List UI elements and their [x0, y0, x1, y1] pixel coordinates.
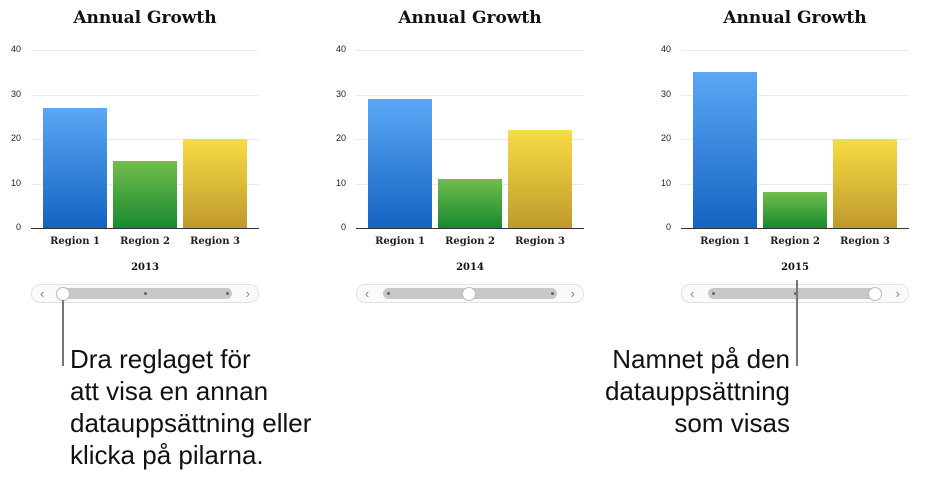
dataset-slider[interactable]: ‹ › [681, 284, 909, 303]
x-tick-label: Region 2 [770, 236, 820, 247]
chevron-left-icon[interactable]: ‹ [365, 286, 370, 301]
x-tick-label: Region 1 [700, 236, 750, 247]
slider-stop-dot [387, 292, 390, 295]
bar-region-3 [833, 139, 897, 228]
gridline [681, 183, 909, 185]
x-axis [356, 228, 584, 229]
slider-stop-dot [144, 292, 147, 295]
dataset-slider[interactable]: ‹ › [31, 284, 259, 303]
gridline [681, 139, 909, 140]
gridline [31, 139, 259, 140]
slider-stop-dot [794, 292, 797, 295]
bar-region-2 [763, 192, 827, 228]
plot-area: 0 10 20 30 40 [661, 44, 909, 232]
gridline [31, 50, 259, 51]
bar-region-2 [438, 179, 502, 228]
gridline [356, 94, 584, 96]
bar-region-3 [508, 130, 572, 228]
chevron-left-icon[interactable]: ‹ [690, 286, 695, 301]
chevron-left-icon[interactable]: ‹ [40, 286, 45, 301]
y-tick-label: 30 [10, 88, 21, 99]
dataset-slider[interactable]: ‹ › [356, 284, 584, 303]
chart-title: Annual Growth [73, 8, 217, 28]
plot-area: 0 10 20 30 40 [11, 44, 259, 232]
y-tick-label: 20 [10, 133, 21, 143]
gridline [356, 139, 584, 140]
slider-track[interactable] [708, 287, 882, 301]
bar-region-1 [368, 98, 432, 228]
slider-track[interactable] [56, 287, 232, 301]
gridline [31, 94, 259, 96]
y-tick-label: 40 [660, 44, 671, 54]
plot-area: 0 10 20 30 40 [336, 44, 584, 232]
gridline [356, 50, 584, 51]
y-tick-label: 0 [665, 222, 671, 232]
chart-title: Annual Growth [723, 8, 867, 28]
x-axis [681, 228, 909, 229]
dataset-name: 2013 [131, 262, 159, 273]
y-tick-label: 40 [335, 44, 346, 54]
slider-stop-dot [226, 292, 229, 295]
y-tick-label: 10 [335, 177, 346, 188]
y-tick-label: 0 [15, 222, 21, 232]
slider-track[interactable] [383, 287, 557, 301]
slider-stop-dot [712, 292, 715, 295]
x-tick-label: Region 3 [190, 236, 240, 247]
callout-line-right [796, 280, 798, 366]
gridline [681, 94, 909, 96]
bar-region-2 [113, 161, 177, 228]
bar-region-3 [183, 139, 247, 228]
gridline [681, 50, 909, 51]
bar-region-1 [693, 72, 757, 228]
dataset-name: 2015 [781, 262, 809, 273]
chart-2013: Annual Growth 0 10 20 30 40 Region 1 Region 2 Re… [0, 0, 300, 310]
y-tick-label: 10 [660, 177, 671, 188]
y-tick-label: 20 [660, 133, 671, 143]
slider-knob[interactable] [868, 287, 882, 301]
y-tick-label: 40 [10, 44, 21, 54]
bar-region-1 [43, 107, 107, 228]
y-tick-label: 30 [660, 88, 671, 99]
slider-knob[interactable] [462, 287, 476, 301]
callout-line-left [62, 300, 64, 366]
chart-title: Annual Growth [398, 8, 542, 28]
x-axis [31, 228, 259, 229]
y-tick-label: 10 [10, 177, 21, 188]
callout-left: Dra reglaget för att visa en annan datau… [70, 344, 312, 470]
x-tick-label: Region 2 [445, 236, 495, 247]
x-tick-label: Region 3 [840, 236, 890, 247]
chart-2014: Annual Growth 0 10 20 30 40 Region 1 Region 2 Re… [325, 0, 625, 310]
chevron-right-icon[interactable]: › [245, 286, 250, 301]
slider-knob[interactable] [56, 287, 70, 301]
slider-stop-dot [551, 292, 554, 295]
y-tick-label: 0 [340, 222, 346, 232]
x-tick-label: Region 1 [50, 236, 100, 247]
dataset-name: 2014 [456, 262, 484, 273]
x-tick-label: Region 2 [120, 236, 170, 247]
callout-right: Namnet på den datauppsättning som visas [604, 344, 790, 438]
chevron-right-icon[interactable]: › [895, 286, 900, 301]
x-tick-label: Region 1 [375, 236, 425, 247]
chevron-right-icon[interactable]: › [570, 286, 575, 301]
y-tick-label: 20 [335, 133, 346, 143]
x-tick-label: Region 3 [515, 236, 565, 247]
y-tick-label: 30 [335, 88, 346, 99]
chart-2015: Annual Growth 0 10 20 30 40 Region 1 Region 2 Re… [650, 0, 931, 310]
